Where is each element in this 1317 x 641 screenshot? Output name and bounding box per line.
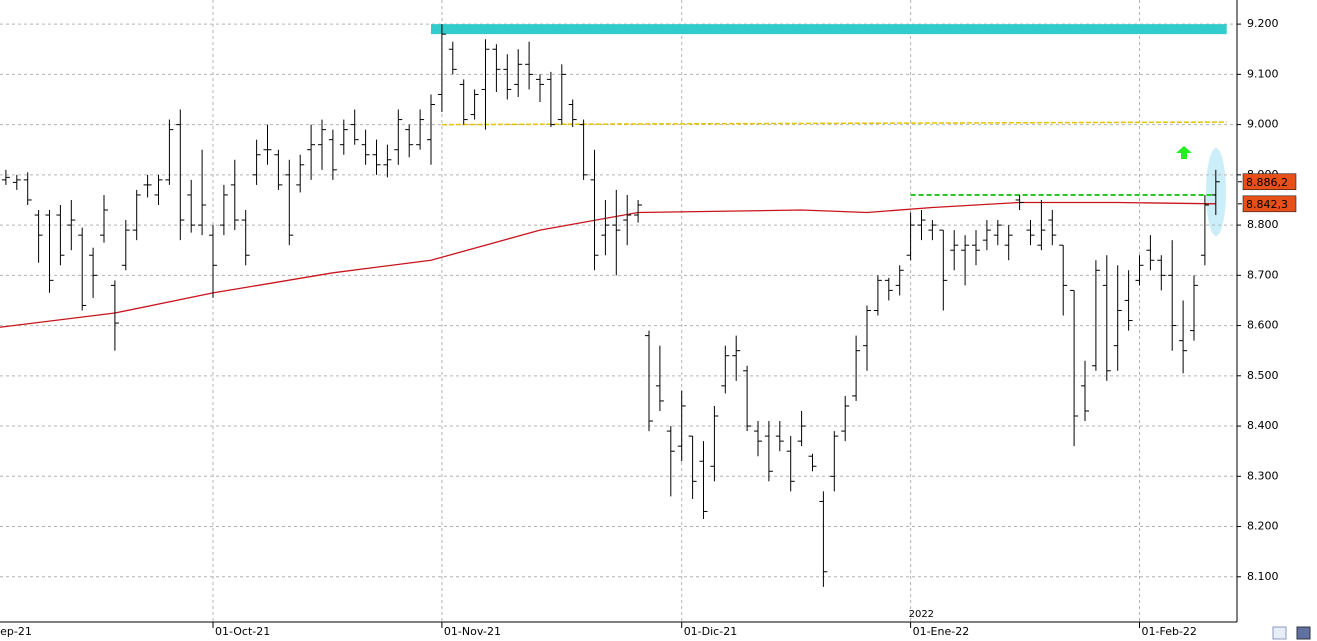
tool-icon[interactable] (1272, 626, 1287, 640)
toolbar[interactable] (1272, 626, 1311, 640)
plot-area: 01-Sep-21 01-Oct-21 01-Nov-21 01-Dic-21 01-E… (0, 0, 1237, 638)
y-tick-label: 8.500 (1247, 369, 1279, 382)
y-tick-label: 8.800 (1247, 218, 1279, 231)
x-tick-label: 01-Dic-21 (684, 625, 738, 638)
up-arrow (1176, 146, 1192, 159)
y-tick-label: 8.600 (1247, 319, 1279, 332)
y-tick-label: 9.000 (1247, 118, 1279, 131)
y-tick-label: 9.100 (1247, 67, 1279, 80)
x-tick-label: 01-Feb-22 (1142, 625, 1197, 638)
x-tick-label: 01-Ene-22 (913, 625, 970, 638)
price-label: 8.842,3 (1246, 198, 1288, 211)
price-label-box (1242, 173, 1297, 191)
price-label: 8.886,2 (1246, 176, 1288, 189)
y-tick-label: 8.700 (1247, 268, 1279, 281)
y-tick-label: 9.200 (1247, 17, 1279, 30)
x-tick-label: 01-Oct-21 (215, 625, 270, 638)
price-label-box (1242, 195, 1297, 213)
x-tick-label: 01-Sep-21 (0, 625, 32, 638)
annotation: 2022 (909, 609, 934, 620)
y-tick-label: 8.400 (1247, 419, 1279, 432)
y-tick-label: 8.200 (1247, 520, 1279, 533)
y-tick-label: 8.100 (1247, 570, 1279, 583)
y-tick-label: 8.300 (1247, 469, 1279, 482)
save-icon[interactable] (1296, 626, 1311, 640)
x-tick-label: 01-Nov-21 (444, 625, 501, 638)
